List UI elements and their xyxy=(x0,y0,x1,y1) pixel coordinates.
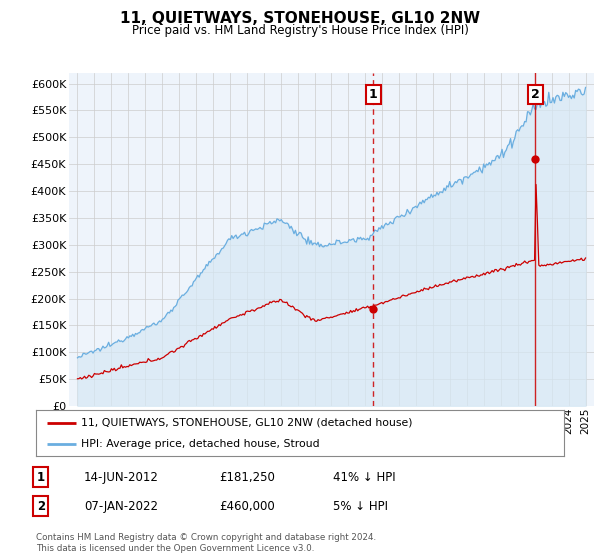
Text: 14-JUN-2012: 14-JUN-2012 xyxy=(84,470,159,484)
Text: £181,250: £181,250 xyxy=(219,470,275,484)
Text: 5% ↓ HPI: 5% ↓ HPI xyxy=(333,500,388,513)
Text: 41% ↓ HPI: 41% ↓ HPI xyxy=(333,470,395,484)
Text: Contains HM Land Registry data © Crown copyright and database right 2024.
This d: Contains HM Land Registry data © Crown c… xyxy=(36,533,376,553)
Text: 2: 2 xyxy=(530,88,539,101)
Text: HPI: Average price, detached house, Stroud: HPI: Average price, detached house, Stro… xyxy=(81,439,320,449)
Text: 11, QUIETWAYS, STONEHOUSE, GL10 2NW: 11, QUIETWAYS, STONEHOUSE, GL10 2NW xyxy=(120,11,480,26)
Text: 11, QUIETWAYS, STONEHOUSE, GL10 2NW (detached house): 11, QUIETWAYS, STONEHOUSE, GL10 2NW (det… xyxy=(81,418,412,428)
Text: 07-JAN-2022: 07-JAN-2022 xyxy=(84,500,158,513)
Text: 1: 1 xyxy=(369,88,377,101)
Text: £460,000: £460,000 xyxy=(219,500,275,513)
Text: 1: 1 xyxy=(37,470,45,484)
Text: Price paid vs. HM Land Registry's House Price Index (HPI): Price paid vs. HM Land Registry's House … xyxy=(131,24,469,36)
Text: 2: 2 xyxy=(37,500,45,513)
